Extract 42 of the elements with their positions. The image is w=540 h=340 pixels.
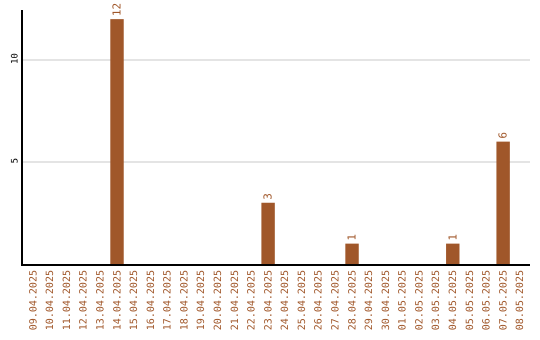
x-tick-label: 08.05.2025 [515, 270, 526, 330]
bar [345, 244, 359, 264]
y-tick-label: 5 [10, 158, 20, 164]
x-tick-label: 23.04.2025 [263, 270, 274, 330]
bar [496, 142, 510, 264]
bar [446, 244, 460, 264]
bar [261, 202, 275, 264]
x-tick-label: 15.04.2025 [129, 270, 140, 330]
x-tick-label: 07.05.2025 [498, 270, 510, 330]
x-tick-label: 04.05.2025 [448, 270, 460, 330]
x-tick-label: 18.04.2025 [179, 270, 190, 330]
x-tick-label: 22.04.2025 [246, 270, 258, 330]
x-tick-label: 30.04.2025 [380, 270, 392, 330]
data-label: 3 [262, 193, 275, 200]
y-tick-label: 10 [10, 53, 20, 64]
x-tick-label: 13.04.2025 [95, 270, 106, 330]
x-tick-label: 27.04.2025 [330, 270, 342, 330]
x-tick-label: 25.04.2025 [296, 270, 308, 330]
x-tick-label: 12.04.2025 [78, 270, 90, 330]
x-tick-label: 01.05.2025 [398, 270, 409, 330]
x-tick-label: 16.04.2025 [146, 270, 157, 330]
x-tick-label: 03.05.2025 [431, 270, 442, 330]
x-tick-label: 21.04.2025 [230, 270, 241, 330]
x-tick-label: 11.04.2025 [62, 270, 73, 330]
bar [110, 19, 124, 264]
x-tick-label: 05.05.2025 [464, 270, 476, 330]
x-tick-label: 10.04.2025 [45, 270, 56, 330]
data-label: 1 [446, 234, 460, 241]
x-tick-label: 14.04.2025 [112, 270, 124, 330]
x-tick-label: 17.04.2025 [162, 270, 174, 330]
x-tick-label: 28.04.2025 [347, 270, 358, 330]
x-tick-label: 09.04.2025 [28, 270, 40, 330]
x-tick-label: 06.05.2025 [482, 270, 493, 330]
x-tick-label: 26.04.2025 [314, 270, 325, 330]
data-label: 6 [496, 132, 510, 139]
x-tick-label: 24.04.2025 [280, 270, 292, 330]
x-tick-label: 02.05.2025 [414, 270, 426, 330]
x-tick-label: 19.04.2025 [196, 270, 208, 330]
data-label: 12 [110, 2, 124, 16]
data-label: 1 [346, 234, 359, 241]
x-tick-label: 29.04.2025 [364, 270, 376, 330]
x-tick-label: 20.04.2025 [212, 270, 224, 330]
